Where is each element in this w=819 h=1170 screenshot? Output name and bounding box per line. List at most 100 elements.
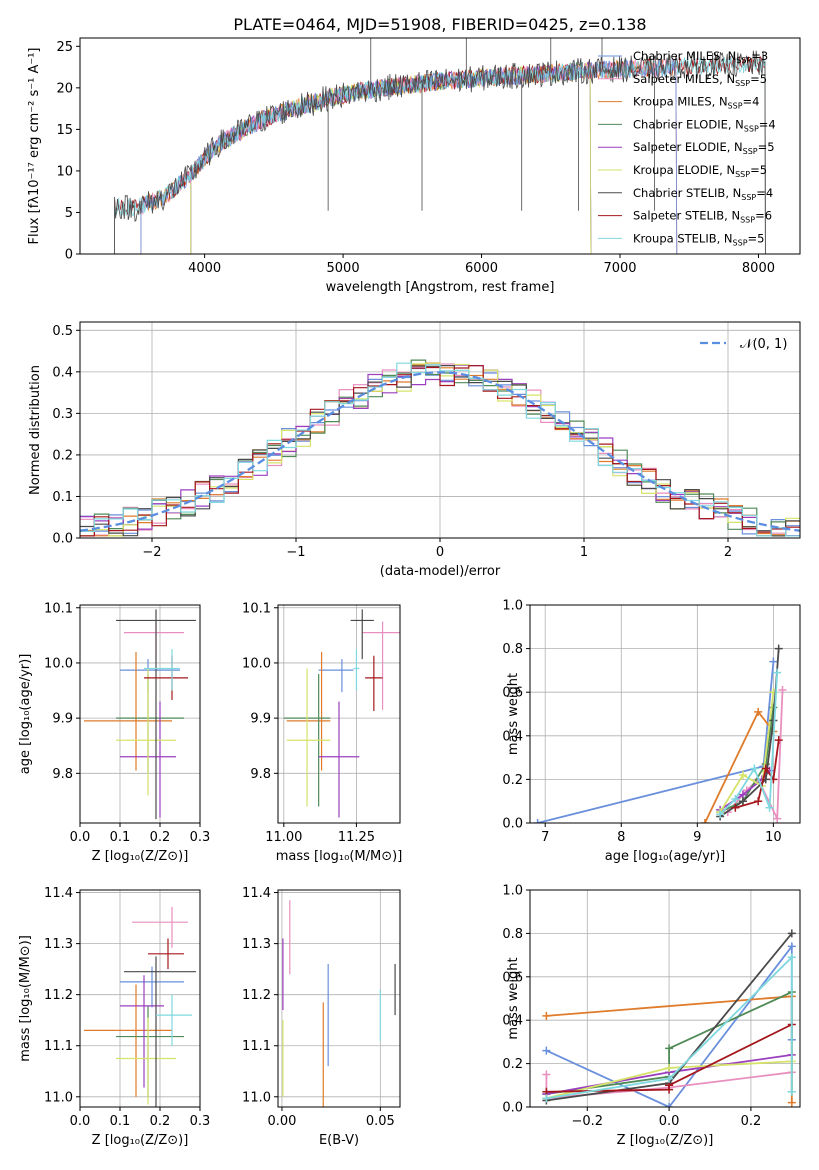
x-tick-label: 0.1 (110, 1114, 131, 1129)
legend-label-name: Chabrier ELODIE, N (633, 117, 744, 131)
y-tick-label: 10.1 (242, 601, 271, 616)
y-tick-label: 9.9 (52, 712, 73, 727)
x-tick-label: 0.0 (70, 830, 91, 845)
legend-label-kroupa_miles: Kroupa MILES, NSSP=4 (633, 95, 759, 111)
y-tick-label: 0.0 (52, 532, 73, 547)
y-tick-label: 11.0 (242, 1090, 271, 1105)
x-tick-label: 7000 (603, 261, 636, 276)
y-tick-label: 0.8 (502, 642, 523, 657)
mass_weight_vs_Z-xlabel: Z [log₁₀(Z/Z⊙)] (617, 1133, 714, 1148)
weight-marker-kroupa_stelib (765, 803, 774, 812)
residual-legend: 𝒩(0, 1) (700, 337, 787, 352)
y-tick-label: 0.5 (52, 324, 73, 339)
mass_vs_ebv-axes: 0.00 0.05 11.0 11.1 11.2 11.3 11.4 E(B-V) (242, 886, 401, 1148)
weight-marker-kroupa_miles (700, 819, 709, 823)
mass_weight_vs_Z-ylabel: mass weight (506, 957, 521, 1039)
age_vs_Z-grid (79, 605, 201, 823)
y-tick-label: 0 (65, 248, 73, 263)
weight-marker-kroupa_miles (787, 1098, 796, 1107)
x-tick-label: 0.0 (659, 1114, 680, 1129)
legend-label-count: =5 (750, 72, 767, 86)
x-tick-label: 0.00 (267, 1114, 296, 1129)
spectrum-frame (79, 37, 801, 255)
legend-label-count: =5 (750, 163, 767, 177)
legend-label-count: =5 (758, 140, 775, 154)
mass_weight_vs_Z-axes: −0.2 0.0 0.2 0.0 0.2 0.4 0.6 0.8 1.0 Z [log₁₀(Z/Z… (502, 884, 801, 1148)
mass_vs_ebv-xlabel: E(B-V) (319, 1133, 359, 1148)
age_vs_Z-xlabel: Z [log₁₀(Z/Z⊙)] (92, 849, 189, 864)
weight-marker-salpeter_stelib (731, 803, 740, 812)
weight-line-kroupa_stelib (546, 955, 793, 1100)
y-tick-label: 9.8 (250, 767, 271, 782)
y-tick-label: 9.8 (52, 767, 73, 782)
y-tick-label: 11.3 (242, 937, 271, 952)
weight-marker-chabrier_stelib (774, 644, 783, 653)
y-tick-label: 9.9 (250, 712, 271, 727)
x-tick-label: 10 (765, 830, 782, 845)
y-tick-label: 10.0 (44, 656, 73, 671)
age_vs_mass-frame (277, 604, 401, 824)
mass_weight_vs_Z-frame (529, 889, 801, 1108)
weight-marker-salpeter_miles (773, 814, 782, 823)
y-tick-label: 10 (56, 164, 73, 179)
legend-label-normal: 𝒩(0, 1) (740, 337, 787, 352)
spectrum-ylabel: Flux [fλ10⁻¹⁷ erg cm⁻² s⁻¹ A⁻¹] (27, 48, 42, 245)
y-tick-label: 0.4 (502, 729, 523, 744)
weight-marker-salpeter_stelib (774, 736, 783, 745)
weight-marker-kroupa_stelib (542, 1094, 551, 1103)
y-tick-label: 11.2 (242, 988, 271, 1003)
mass_vs_Z-ylabel: mass [log₁₀(M/M⊙)] (18, 935, 33, 1062)
x-tick-label: 0.3 (190, 1114, 211, 1129)
y-tick-label: 0.6 (502, 686, 523, 701)
legend-label-sub: SSP (728, 102, 743, 111)
legend-label-sub: SSP (741, 193, 756, 202)
y-tick-label: 25 (56, 40, 73, 55)
weight-marker-salpeter_miles (542, 1070, 551, 1079)
spectrum-line-chabrier_stelib (114, 50, 766, 254)
weight-marker-kroupa_stelib (787, 1087, 796, 1096)
legend-label-sub: SSP (740, 216, 755, 225)
spectrum-plot-area (114, 38, 766, 254)
mass_vs_ebv-plot-area (282, 900, 396, 1107)
legend-label-sub: SSP (744, 124, 759, 133)
legend-label-sub: SSP (736, 56, 751, 65)
x-tick-label: 2 (724, 545, 732, 560)
legend-label-chabrier_stelib: Chabrier STELIB, NSSP=4 (633, 186, 773, 202)
legend-label-sub: SSP (733, 238, 748, 247)
legend-label-name: Kroupa MILES, N (633, 95, 728, 109)
y-tick-label: 5 (65, 206, 73, 221)
legend-label-sub: SSP (735, 170, 750, 179)
x-tick-label: −2 (142, 545, 161, 560)
x-tick-label: 9 (693, 830, 701, 845)
y-tick-label: 0.6 (502, 970, 523, 985)
y-tick-label: 11.4 (242, 886, 271, 901)
x-tick-label: −1 (286, 545, 305, 560)
age_vs_mass-plot-area (283, 609, 400, 818)
y-tick-label: 11.2 (44, 988, 73, 1003)
weight-marker-chabrier_miles (769, 657, 778, 666)
legend-label-name: Salpeter MILES, N (633, 72, 735, 86)
mass_weight_vs_age-axes: 7 8 9 10 0.0 0.2 0.4 0.6 0.8 1.0 age [log₁₀(age/yr… (502, 599, 801, 864)
y-tick-label: 10.1 (44, 601, 73, 616)
legend-label-name: Kroupa STELIB, N (633, 231, 733, 245)
legend-label-count: =5 (748, 231, 765, 245)
x-tick-label: 0.1 (110, 830, 131, 845)
weight-marker-kroupa_stelib (731, 795, 740, 804)
y-tick-label: 15 (56, 123, 73, 138)
weight-marker-chabrier_miles (533, 819, 542, 823)
legend-label-name: Chabrier MILES, N (633, 49, 736, 63)
weight-marker-kroupa_stelib (787, 953, 796, 962)
weight-marker-chabrier_elodie (665, 1044, 674, 1053)
weight-line-salpeter_miles (545, 1071, 792, 1100)
legend-label-count: =4 (743, 95, 760, 109)
y-tick-label: 11.3 (44, 937, 73, 952)
y-tick-label: 0.4 (52, 365, 73, 380)
x-tick-label: 6000 (465, 261, 498, 276)
y-tick-label: 1.0 (502, 884, 523, 899)
y-tick-label: 0.2 (52, 448, 73, 463)
legend-label-name: Salpeter STELIB, N (633, 209, 740, 223)
legend-label-salpeter_elodie: Salpeter ELODIE, NSSP=5 (633, 140, 775, 156)
x-tick-label: 5000 (327, 261, 360, 276)
y-tick-label: 11.1 (242, 1039, 271, 1054)
age_vs_mass-xlabel: mass [log₁₀(M/M⊙)] (276, 849, 403, 864)
